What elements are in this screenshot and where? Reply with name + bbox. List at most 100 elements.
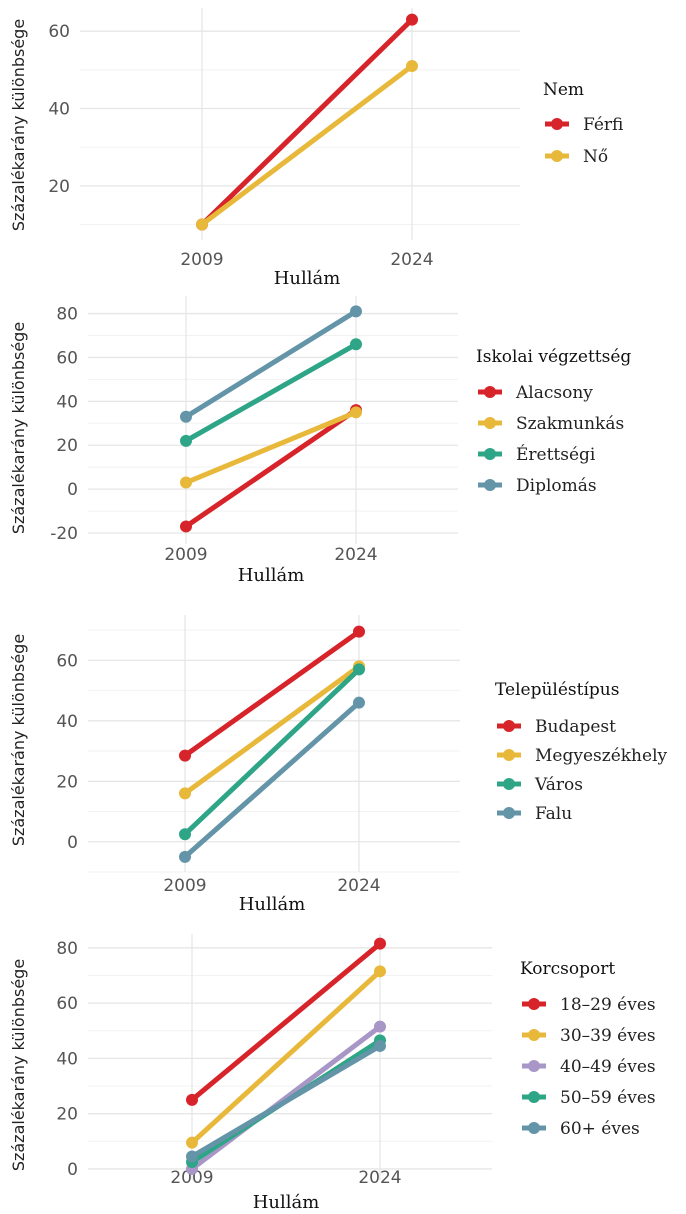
y-tick-label: 60 bbox=[48, 22, 70, 42]
series-line-2 bbox=[183, 664, 361, 796]
legend-item-label: Alacsony bbox=[515, 383, 593, 403]
legend-key-point bbox=[503, 720, 515, 732]
data-point bbox=[186, 1093, 198, 1106]
y-tick-label: 20 bbox=[48, 177, 70, 197]
legend-title: Korcsoport bbox=[520, 959, 615, 979]
legend-key-point bbox=[484, 448, 496, 460]
y-tick-label: 40 bbox=[56, 712, 78, 732]
y-tick-label: 40 bbox=[56, 392, 78, 412]
x-tick-label: 2009 bbox=[170, 1168, 213, 1188]
y-tick-label: 0 bbox=[67, 833, 78, 853]
series-line-2 bbox=[185, 410, 357, 485]
legend-key-point bbox=[528, 1091, 540, 1103]
legend-key-point bbox=[528, 1122, 540, 1134]
y-tick-label: 40 bbox=[56, 1049, 78, 1069]
y-tick-label: 80 bbox=[56, 939, 78, 959]
legend-key-point bbox=[503, 778, 515, 790]
y-tick-label: 40 bbox=[48, 100, 70, 120]
legend-key-point bbox=[551, 150, 563, 162]
y-axis-title: Százalékarány különbsége bbox=[9, 959, 28, 1171]
legend-title: Településtípus bbox=[495, 680, 619, 700]
y-tick-label: 20 bbox=[56, 1105, 78, 1125]
x-tick-label: 2009 bbox=[163, 876, 206, 896]
legend-key-point bbox=[551, 118, 563, 130]
series-line-2 bbox=[200, 64, 414, 227]
legend-item-label: 18–29 éves bbox=[560, 995, 656, 1015]
legend-title: Nem bbox=[543, 80, 584, 100]
x-axis-title: Hullám bbox=[253, 1192, 320, 1213]
chart-panel-4: 0 20 40 60 80 2009 2024 Hullám Százalékarány kül… bbox=[9, 934, 656, 1213]
chart-panel-1: 20 40 60 2009 2024 Hullám Százalékarány különb… bbox=[9, 8, 623, 289]
data-point bbox=[353, 696, 365, 709]
legend-item-label: 50–59 éves bbox=[560, 1088, 656, 1108]
series-line-3 bbox=[183, 667, 361, 837]
legend-item-label: 30–39 éves bbox=[560, 1026, 656, 1046]
legend-key-point bbox=[528, 1060, 540, 1072]
legend-key-point bbox=[528, 998, 540, 1010]
chart-panel-2: -20 0 20 40 60 80 2009 2024 Hullám Százalékarány … bbox=[9, 296, 631, 586]
legend-key-point bbox=[528, 1029, 540, 1041]
legend-item-label: Falu bbox=[535, 804, 572, 824]
data-point bbox=[374, 1020, 386, 1033]
x-tick-label: 2024 bbox=[337, 876, 380, 896]
series-line-1 bbox=[190, 941, 382, 1102]
series-line-2 bbox=[190, 969, 382, 1145]
x-tick-label: 2024 bbox=[390, 250, 433, 270]
y-axis-title: Százalékarány különbsége bbox=[9, 634, 28, 846]
data-point bbox=[196, 218, 208, 231]
y-tick-label: 0 bbox=[67, 1160, 78, 1180]
legend-item-label: Megyeszékhely bbox=[535, 746, 668, 766]
x-axis-title: Hullám bbox=[239, 894, 306, 915]
legend-title: Iskolai végzettség bbox=[476, 347, 631, 367]
x-tick-label: 2024 bbox=[358, 1168, 401, 1188]
legend-key-point bbox=[484, 417, 496, 429]
x-tick-label: 2009 bbox=[180, 250, 223, 270]
legend-item-label: Szakmunkás bbox=[516, 414, 624, 434]
data-point bbox=[374, 937, 386, 950]
legend-item-label: 60+ éves bbox=[560, 1119, 640, 1139]
data-point bbox=[406, 13, 418, 26]
data-point bbox=[180, 434, 192, 447]
x-axis-title: Hullám bbox=[238, 565, 305, 586]
series-line-4 bbox=[184, 309, 358, 419]
chart-panel-3: 0 20 40 60 2009 2024 Hullám Százalékarány külön… bbox=[9, 615, 668, 915]
y-tick-label: 80 bbox=[56, 305, 78, 325]
x-axis-title: Hullám bbox=[274, 268, 341, 289]
legend-key-point bbox=[484, 386, 496, 398]
legend-key-point bbox=[503, 807, 515, 819]
y-tick-label: 60 bbox=[56, 348, 78, 368]
legend-item-label: Budapest bbox=[535, 717, 616, 737]
series-line-1 bbox=[183, 629, 361, 758]
data-point bbox=[353, 625, 365, 638]
legend-key-point bbox=[503, 749, 515, 761]
y-tick-label: 60 bbox=[56, 994, 78, 1014]
series-line-4 bbox=[183, 700, 361, 859]
data-point bbox=[374, 965, 386, 978]
data-point bbox=[186, 1136, 198, 1149]
y-axis-title: Százalékarány különbsége bbox=[9, 19, 28, 231]
data-point bbox=[353, 663, 365, 676]
legend-item-label: Nő bbox=[583, 147, 608, 167]
data-point bbox=[374, 1039, 386, 1052]
legend-item-label: Érettségi bbox=[516, 444, 596, 465]
series-line-1 bbox=[184, 408, 358, 529]
data-point bbox=[406, 60, 418, 72]
series-line-3 bbox=[184, 342, 358, 444]
data-point bbox=[350, 338, 362, 351]
series-line-1 bbox=[200, 17, 414, 227]
y-tick-label: 0 bbox=[67, 480, 78, 500]
series-line-5 bbox=[190, 1043, 382, 1159]
data-point bbox=[180, 410, 192, 423]
legend-key-point bbox=[484, 479, 496, 491]
y-tick-label: 60 bbox=[56, 651, 78, 671]
data-point bbox=[179, 749, 191, 762]
legend-item-label: Diplomás bbox=[516, 476, 597, 496]
x-tick-label: 2024 bbox=[334, 545, 377, 565]
legend-item-label: 40–49 éves bbox=[560, 1057, 656, 1077]
data-point bbox=[179, 828, 191, 841]
data-point bbox=[179, 850, 191, 863]
y-tick-label: 20 bbox=[56, 772, 78, 792]
series-line-3 bbox=[190, 1024, 382, 1171]
legend-item-label: Város bbox=[534, 775, 583, 795]
